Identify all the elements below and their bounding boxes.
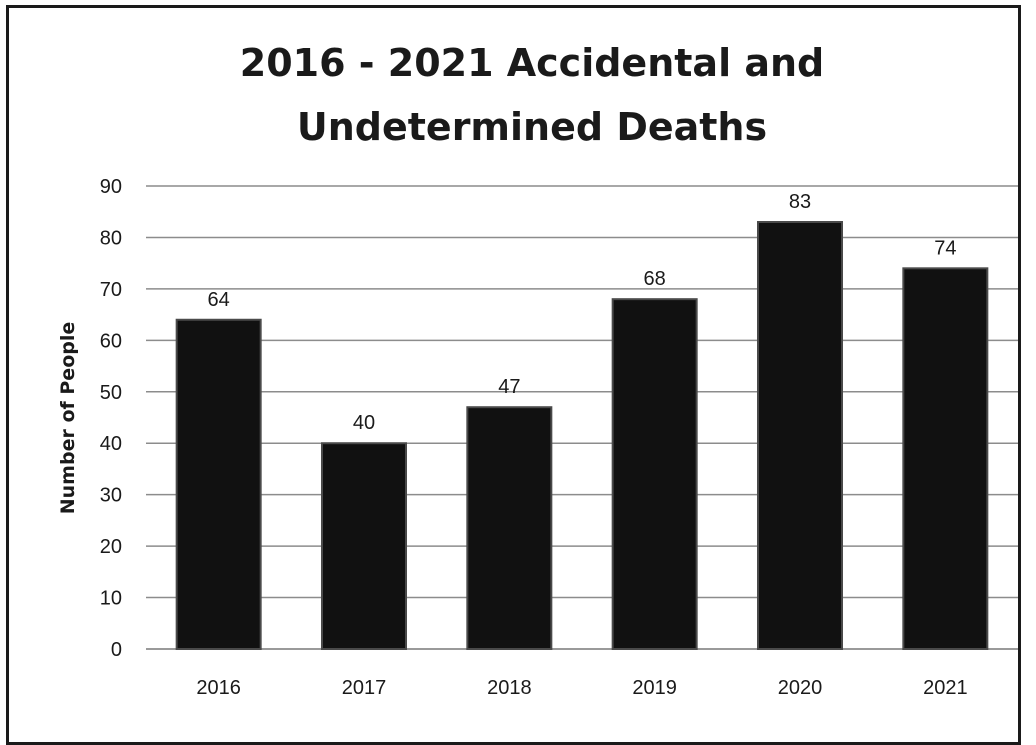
x-tick-label-2017: 2017: [342, 677, 387, 699]
y-tick-label: 80: [100, 227, 122, 249]
gridlines: [146, 185, 1018, 650]
bar-2018: [466, 406, 553, 651]
chart-title-line-1: 2016 - 2021 Accidental and: [240, 41, 824, 85]
bar-2019: [611, 298, 698, 650]
bar-chart: 2016 - 2021 Accidental and Undetermined …: [57, 41, 1018, 699]
data-labels: 64 40 47 68 83 74: [208, 191, 957, 434]
x-tick-label-2020: 2020: [778, 677, 823, 699]
y-tick-label: 10: [100, 588, 122, 610]
bar-2017: [321, 442, 407, 650]
data-label-2018: 47: [498, 376, 520, 398]
data-label-2021: 74: [934, 237, 956, 259]
bar-2020: [757, 221, 843, 650]
bar-2021: [902, 267, 989, 650]
x-tick-labels: 2016 2017 2018 2019 2020 2021: [196, 677, 967, 699]
chart-title-line-2: Undetermined Deaths: [297, 105, 767, 149]
x-tick-label-2021: 2021: [923, 677, 968, 699]
y-tick-label: 30: [100, 485, 122, 507]
data-label-2019: 68: [644, 268, 666, 290]
x-tick-label-2018: 2018: [487, 677, 532, 699]
y-tick-label: 60: [100, 330, 122, 352]
y-tick-label: 20: [100, 536, 122, 558]
data-label-2016: 64: [208, 289, 230, 311]
data-label-2017: 40: [353, 412, 375, 434]
y-tick-label: 40: [100, 433, 122, 455]
y-tick-labels: 0 10 20 30 40 50 60 70 80 90: [100, 176, 122, 661]
x-tick-label-2019: 2019: [632, 677, 677, 699]
y-tick-label: 70: [100, 279, 122, 301]
y-tick-label: 0: [111, 639, 122, 661]
y-tick-label: 90: [100, 176, 122, 198]
data-label-2020: 83: [789, 191, 811, 213]
bar-2016: [175, 318, 262, 650]
y-tick-label: 50: [100, 382, 122, 404]
y-axis-label: Number of People: [57, 322, 79, 515]
x-tick-label-2016: 2016: [196, 677, 241, 699]
bars: [175, 221, 989, 651]
